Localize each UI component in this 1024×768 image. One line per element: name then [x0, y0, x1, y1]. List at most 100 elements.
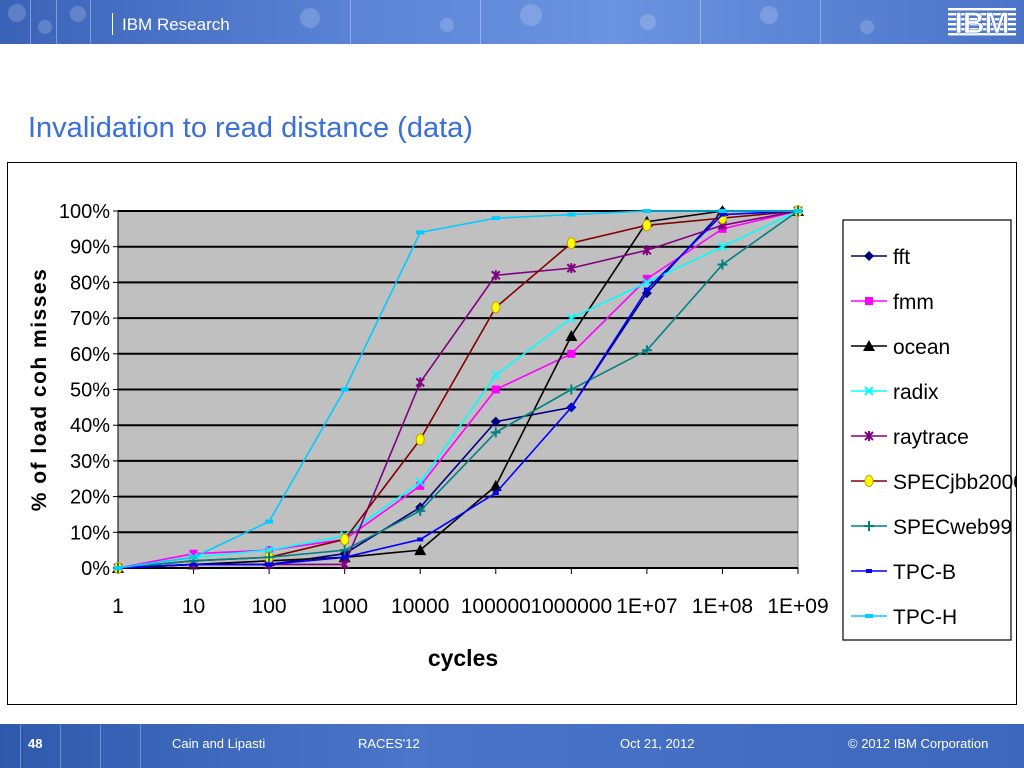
x-tick-label: 100: [252, 595, 287, 618]
header-title: IBM Research: [122, 15, 230, 34]
series-TPC-H: [114, 209, 802, 570]
footer-decoration: [100, 724, 101, 768]
legend-label: radix: [893, 381, 939, 404]
data-point: [492, 491, 499, 496]
y-tick-label: 10%: [70, 522, 110, 544]
data-point: [415, 477, 425, 488]
x-axis-title: cycles: [428, 645, 498, 671]
data-point: [643, 287, 650, 292]
legend-marker: [864, 251, 874, 261]
legend-label: fft: [893, 246, 910, 269]
header-separator: [112, 13, 113, 35]
header-decoration: [30, 0, 31, 44]
header-decoration: [8, 4, 26, 22]
footer-decoration: [20, 724, 21, 768]
data-point: [340, 533, 350, 546]
data-point: [719, 212, 726, 217]
data-point: [718, 209, 727, 213]
slide-title: Invalidation to read distance (data): [28, 112, 473, 144]
data-point: [566, 313, 577, 323]
legend-item: TPC-B: [851, 561, 956, 584]
header-decoration: [860, 20, 874, 34]
legend-marker: [864, 475, 874, 487]
series-line: [117, 210, 798, 569]
y-tick-label: 0%: [81, 558, 110, 580]
header-decoration: [820, 0, 821, 44]
legend-marker: [863, 340, 875, 351]
series-line: [117, 210, 799, 569]
data-point: [641, 345, 652, 356]
ibm-logo: IBM: [948, 7, 1016, 38]
data-point: [642, 245, 652, 256]
footer-authors: Cain and Lipasti: [172, 736, 266, 751]
header-decoration: [56, 0, 57, 44]
y-tick-label: 20%: [70, 487, 110, 509]
series-line: [117, 210, 799, 569]
data-point: [491, 301, 501, 314]
data-point: [565, 329, 578, 341]
legend-item: fft: [851, 246, 910, 269]
header-decoration: [38, 20, 52, 34]
data-point: [114, 566, 122, 570]
legend-label: TPC-B: [893, 561, 956, 584]
data-point: [567, 349, 576, 358]
data-point: [189, 555, 198, 560]
header-decoration: [90, 0, 91, 44]
y-axis-title: % of load coh misses: [28, 268, 51, 512]
line-chart: 0% 10% 20% 30% 40% 50% 60% 70% 80% 90% 100% 1 10 100 1…: [28, 201, 1016, 671]
y-tick-label: 100%: [59, 201, 110, 223]
data-point: [794, 209, 802, 213]
header-decoration: [520, 4, 542, 26]
x-tick-label: 100000: [461, 595, 531, 618]
y-tick-label: 40%: [70, 415, 110, 437]
data-point: [490, 416, 501, 427]
data-point: [491, 370, 501, 380]
legend-marker: [865, 614, 873, 618]
legend-marker: [864, 431, 874, 441]
data-point: [339, 545, 350, 556]
data-point: [491, 270, 501, 281]
data-point: [568, 405, 575, 410]
data-point: [642, 277, 652, 288]
data-point: [266, 562, 273, 567]
data-point: [416, 481, 425, 490]
header-decoration: [700, 0, 701, 44]
series-line: [117, 210, 799, 569]
data-point: [642, 219, 652, 232]
slide-footer: 48 Cain and Lipasti RACES'12 Oct 21, 201…: [0, 724, 1024, 768]
header-decoration: [300, 8, 320, 28]
legend-item: ocean: [851, 336, 950, 359]
x-tick-label: 1E+08: [692, 595, 753, 618]
x-tick-label: 1: [112, 595, 124, 618]
data-point: [417, 537, 424, 542]
header-decoration: [640, 14, 656, 30]
data-point: [491, 385, 500, 394]
data-point: [717, 241, 728, 252]
legend-marker: [864, 386, 874, 396]
header-decoration: [70, 6, 86, 22]
legend-label: ocean: [893, 336, 950, 359]
y-tick-label: 90%: [70, 237, 110, 259]
data-point: [416, 230, 425, 235]
legend-label: fmm: [893, 291, 934, 314]
data-point: [264, 552, 275, 563]
legend-label: TPC-H: [893, 606, 957, 629]
data-point: [415, 377, 425, 388]
header-decoration: [760, 6, 778, 24]
header-decoration: [440, 18, 454, 32]
x-tick-label: 1E+07: [616, 595, 677, 618]
data-point: [566, 384, 577, 395]
legend-item: SPECweb99: [851, 516, 1012, 539]
footer-conference: RACES'12: [358, 736, 420, 751]
data-point: [642, 274, 651, 283]
data-point: [566, 237, 576, 250]
footer-date: Oct 21, 2012: [620, 736, 695, 751]
legend-label: raytrace: [893, 426, 969, 449]
x-tick-label: 1000000: [530, 595, 612, 618]
legend-item: fmm: [851, 291, 934, 314]
y-tick-label: 30%: [70, 451, 110, 473]
data-point: [641, 288, 652, 299]
legend-item: TPC-H: [851, 606, 957, 629]
footer-decoration: [60, 724, 61, 768]
x-tick-label: 10: [182, 595, 205, 618]
